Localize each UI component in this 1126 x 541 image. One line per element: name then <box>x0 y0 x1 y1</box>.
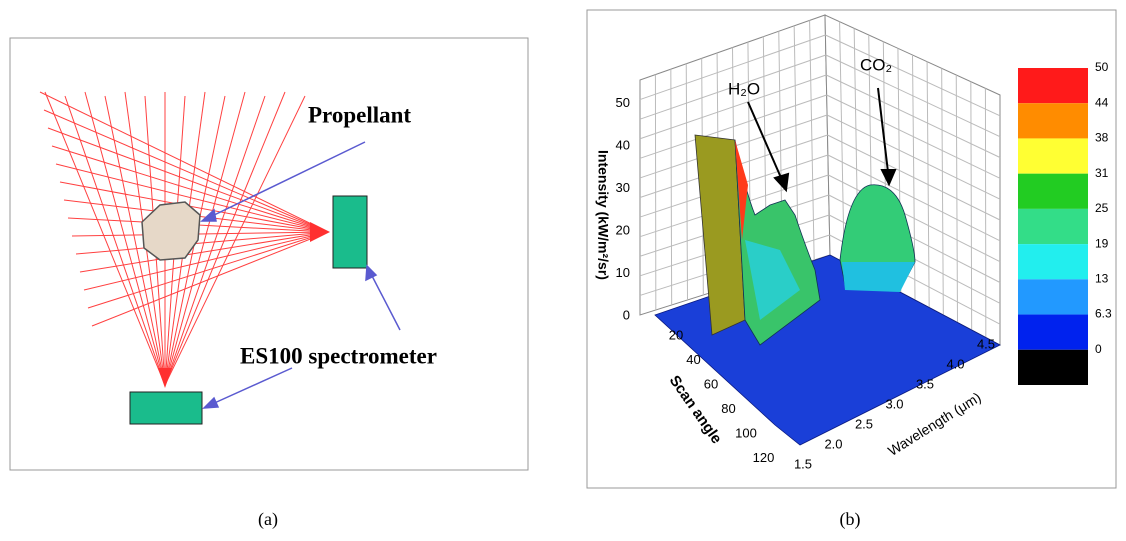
colorbar-segment <box>1018 103 1088 138</box>
y-tick-label: 40 <box>686 352 700 367</box>
colorbar-label: 50 <box>1095 60 1109 74</box>
z-axis-label: Intensity (kW/m²/sr) <box>595 150 611 280</box>
caption-a: (a) <box>258 509 278 530</box>
propellant-label: Propellant <box>308 102 411 127</box>
colorbar-segment <box>1018 244 1088 279</box>
y-tick-label: 120 <box>753 450 775 465</box>
colorbar-segment <box>1018 174 1088 209</box>
colorbar-label: 25 <box>1095 201 1109 215</box>
z-tick-label: 40 <box>616 137 630 152</box>
y-tick-label: 100 <box>735 425 757 440</box>
z-tick-label: 10 <box>616 265 630 280</box>
y-tick-label: 80 <box>721 401 735 416</box>
x-tick-label: 3.5 <box>916 376 934 391</box>
colorbar-segment <box>1018 279 1088 314</box>
colorbar-label: 13 <box>1095 272 1109 286</box>
y-tick-label: 60 <box>704 376 718 391</box>
annotation-h2o: H₂O <box>728 79 760 98</box>
x-tick-label: 4.5 <box>977 336 995 351</box>
spectrometer-1 <box>333 196 367 268</box>
x-tick-label: 2.5 <box>855 416 873 431</box>
x-tick-label: 3.0 <box>885 396 903 411</box>
colorbar-label: 0 <box>1095 342 1102 356</box>
x-tick-label: 4.0 <box>946 356 964 371</box>
z-tick-label: 50 <box>616 95 630 110</box>
y-tick-label: 20 <box>669 327 683 342</box>
colorbar-segment <box>1018 315 1088 350</box>
colorbar-label: 6.3 <box>1095 307 1112 321</box>
x-tick-label: 2.0 <box>824 436 842 451</box>
z-tick-label: 0 <box>623 307 630 322</box>
spectrometer-2 <box>130 392 202 424</box>
colorbar-segment <box>1018 209 1088 244</box>
colorbar-label: 31 <box>1095 166 1109 180</box>
colorbar-label: 19 <box>1095 236 1109 250</box>
colorbar-label: 38 <box>1095 131 1109 145</box>
colorbar-segment <box>1018 138 1088 173</box>
colorbar-segment <box>1018 68 1088 103</box>
annotation-co2: CO₂ <box>860 55 892 74</box>
z-tick-label: 30 <box>616 180 630 195</box>
caption-b: (b) <box>840 509 861 530</box>
x-tick-label: 1.5 <box>794 456 812 471</box>
spectrometer-label: ES100 spectrometer <box>240 343 437 368</box>
z-tick-label: 20 <box>616 222 630 237</box>
colorbar-segment <box>1018 350 1088 385</box>
colorbar-label: 44 <box>1095 95 1109 109</box>
